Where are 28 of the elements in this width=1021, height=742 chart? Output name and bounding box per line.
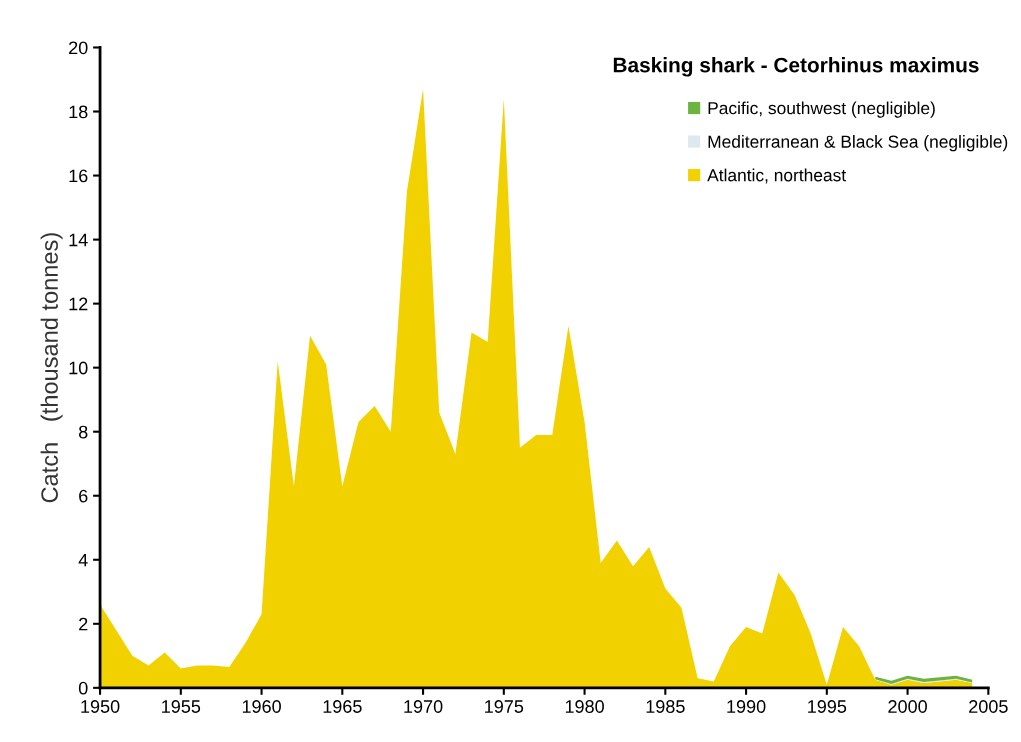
y-tick-label: 0 bbox=[78, 681, 88, 695]
y-tick-label: 14 bbox=[69, 233, 88, 247]
y-tick-label: 2 bbox=[79, 617, 88, 631]
legend-label: Atlantic, northeast bbox=[707, 168, 846, 184]
y-tick-label: 18 bbox=[69, 105, 88, 119]
y-tick-label: 10 bbox=[69, 361, 88, 375]
x-tick-label: 1985 bbox=[646, 700, 685, 713]
y-tick-label: 4 bbox=[78, 553, 88, 567]
x-tick-label: 1980 bbox=[565, 700, 604, 713]
y-tick-label: 20 bbox=[69, 41, 88, 55]
x-tick-label: 2005 bbox=[969, 700, 1008, 713]
y-tick-label: 16 bbox=[69, 169, 88, 183]
legend-label: Pacific, southwest (negligible) bbox=[708, 101, 935, 118]
chart-title: Basking shark - Cetorhinus maximus bbox=[613, 57, 979, 77]
x-tick-label: 1955 bbox=[162, 700, 201, 713]
x-tick-label: 1950 bbox=[81, 700, 120, 713]
x-tick-label: 1975 bbox=[485, 700, 524, 713]
legend-label: Mediterranean & Black Sea (negligible) bbox=[708, 135, 1008, 152]
x-tick-label: 1995 bbox=[808, 700, 847, 713]
x-tick-label: 1990 bbox=[727, 700, 766, 713]
y-axis-title: Catch (thousand tonnes) bbox=[40, 233, 63, 503]
y-tick-label: 12 bbox=[69, 297, 88, 311]
y-tick-label: 8 bbox=[79, 425, 88, 439]
y-tick-label: 6 bbox=[79, 489, 88, 503]
x-tick-label: 1960 bbox=[242, 700, 281, 713]
x-tick-label: 2000 bbox=[888, 700, 927, 713]
x-tick-label: 1965 bbox=[323, 700, 362, 713]
x-tick-label: 1970 bbox=[404, 700, 443, 713]
